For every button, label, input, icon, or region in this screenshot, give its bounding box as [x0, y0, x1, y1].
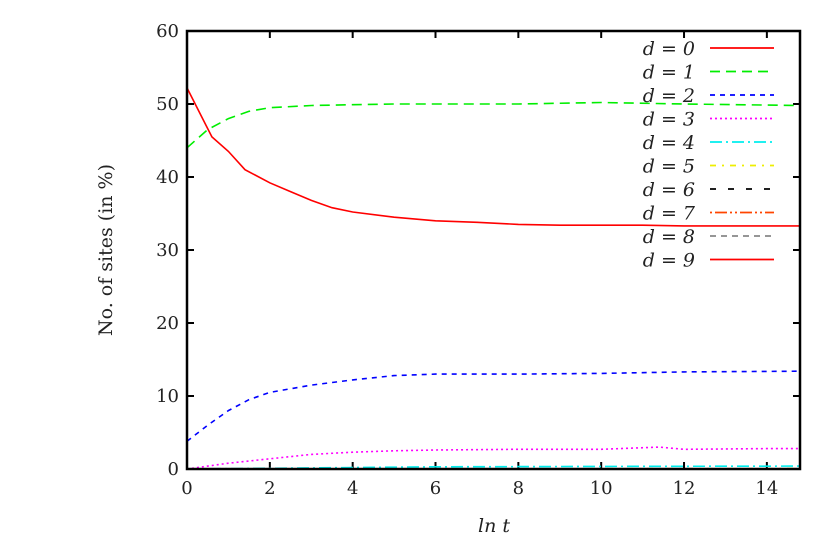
legend-label-d3: d = 3: [643, 109, 695, 131]
x-tick-label: 8: [513, 478, 524, 499]
y-tick-label: 60: [156, 21, 179, 42]
x-tick-label: 2: [264, 478, 275, 499]
x-axis-label: ln t: [478, 515, 510, 537]
y-tick-label: 0: [168, 459, 179, 480]
y-tick-label: 10: [156, 386, 179, 407]
legend-label-d0: d = 0: [643, 38, 695, 60]
legend-label-d1: d = 1: [643, 62, 695, 84]
legend-label-d8: d = 8: [643, 226, 695, 248]
series-line-d2: [187, 371, 800, 441]
legend-label-d6: d = 6: [643, 179, 695, 201]
y-tick-label: 40: [156, 167, 179, 188]
y-tick-label: 50: [156, 94, 179, 115]
y-tick-label: 20: [156, 313, 179, 334]
legend-label-d2: d = 2: [643, 85, 695, 107]
x-tick-label: 0: [181, 478, 192, 499]
y-tick-label: 30: [156, 240, 179, 261]
legend-label-d7: d = 7: [643, 203, 696, 225]
x-tick-label: 4: [347, 478, 358, 499]
series-line-d1: [187, 103, 800, 148]
x-tick-label: 6: [430, 478, 441, 499]
series-line-d0: [187, 88, 800, 226]
x-tick-label: 14: [755, 478, 778, 499]
legend-label-d9: d = 9: [643, 250, 695, 272]
plot-frame: [187, 31, 800, 469]
legend-label-d4: d = 4: [643, 132, 695, 154]
x-tick-label: 12: [673, 478, 696, 499]
x-tick-label: 10: [590, 478, 613, 499]
legend-label-d5: d = 5: [643, 156, 695, 178]
y-axis-label: No. of sites (in %): [95, 164, 117, 336]
series-line-d3: [187, 447, 800, 469]
